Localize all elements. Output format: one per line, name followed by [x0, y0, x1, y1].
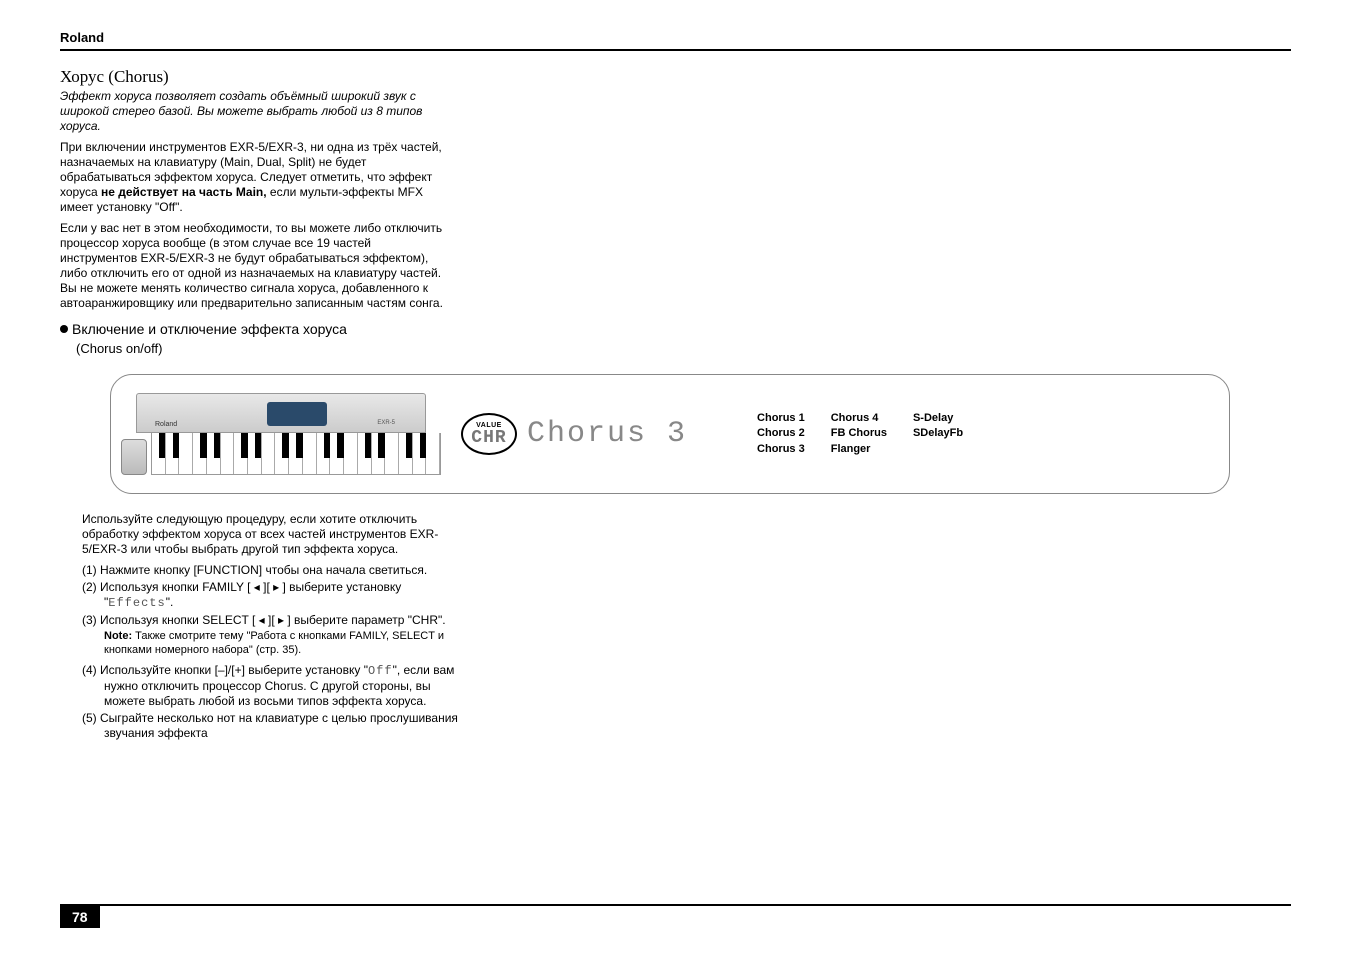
step-2: (2) Используя кнопки FAMILY [ ◂ ][ ▸ ] в…: [82, 580, 472, 611]
keyboard-keys: [151, 433, 441, 475]
step-3-note: Note: Также смотрите тему "Работа с кноп…: [82, 630, 472, 658]
intro-paragraph: Эффект хоруса позволяет создать объёмный…: [60, 89, 450, 134]
keyboard-model-label: EXR-5: [377, 420, 395, 426]
page-number: 78: [60, 906, 100, 928]
brand-header: Roland: [60, 30, 1291, 45]
step-2-tail: ".: [166, 595, 174, 609]
value-badge: VALUE CHR: [461, 413, 517, 455]
header-rule: [60, 49, 1291, 51]
option-chorus-4: Chorus 4: [831, 411, 887, 426]
body-para-2: Если у вас нет в этом необходимости, то …: [60, 221, 450, 311]
option-s-delay: S-Delay: [913, 411, 963, 426]
step-4: (4) Используйте кнопки [–]/[+] выберите …: [82, 663, 472, 709]
option-fb-chorus: FB Chorus: [831, 426, 887, 441]
procedure-intro: Используйте следующую процедуру, если хо…: [82, 512, 472, 557]
step-5: (5) Сыграйте несколько нот на клавиатуре…: [82, 711, 472, 741]
body-para-1: При включении инструментов EXR-5/EXR-3, …: [60, 140, 450, 215]
figure-panel: Roland EXR-5 VALUE CHR Chorus 3 Chorus 1…: [110, 374, 1230, 494]
note-body: Также смотрите тему "Работа с кнопками F…: [104, 630, 444, 656]
footer-rule: [60, 904, 1291, 906]
left-text-column: Хорус (Chorus) Эффект хоруса позволяет с…: [60, 67, 450, 356]
subhead: Включение и отключение эффекта хоруса (C…: [60, 321, 450, 356]
keyboard-lcd: [267, 402, 327, 426]
subhead-sub: (Chorus on/off): [76, 341, 450, 356]
option-chorus-3: Chorus 3: [757, 442, 805, 457]
lcd-parameter-text: Chorus 3: [527, 417, 687, 451]
step-4-param: Off: [368, 664, 393, 678]
keyboard-brand-label: Roland: [155, 421, 177, 428]
procedure-steps: Используйте следующую процедуру, если хо…: [82, 512, 472, 741]
pitch-wheel-icon: [121, 439, 147, 475]
note-label: Note:: [104, 630, 132, 642]
keyboard-illustration: Roland EXR-5: [131, 389, 431, 479]
step-4-lead: (4) Используйте кнопки [–]/[+] выберите …: [82, 663, 368, 677]
option-chorus-2: Chorus 2: [757, 426, 805, 441]
subhead-text: Включение и отключение эффекта хоруса: [72, 321, 347, 337]
para1-bold: не действует на часть Main,: [101, 185, 267, 199]
option-chorus-1: Chorus 1: [757, 411, 805, 426]
chorus-type-options: Chorus 1 Chorus 2 Chorus 3 Chorus 4 FB C…: [757, 411, 963, 457]
option-sdelayfb: SDelayFb: [913, 426, 963, 441]
option-flanger: Flanger: [831, 442, 887, 457]
keyboard-top: Roland EXR-5: [136, 393, 426, 433]
bullet-icon: [60, 325, 68, 333]
step-2-param: Effects: [108, 596, 165, 610]
value-badge-code: CHR: [471, 429, 506, 447]
step-1: (1) Нажмите кнопку [FUNCTION] чтобы она …: [82, 563, 472, 578]
value-display: VALUE CHR Chorus 3: [461, 413, 687, 455]
step-3: (3) Используя кнопки SELECT [ ◂ ][ ▸ ] в…: [82, 613, 472, 628]
section-title: Хорус (Chorus): [60, 67, 450, 87]
